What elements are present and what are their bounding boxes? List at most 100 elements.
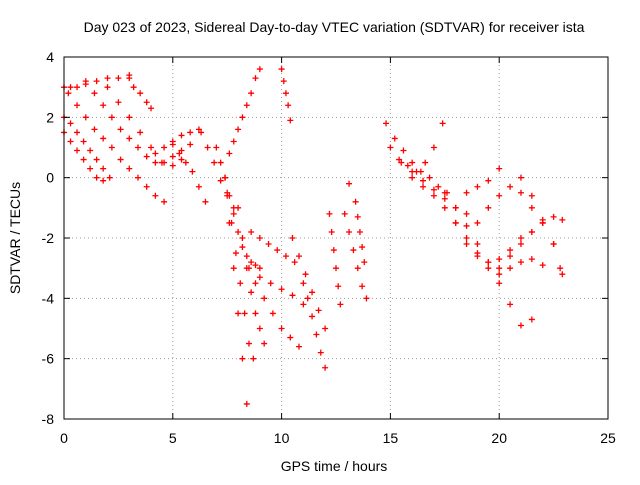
- data-point: [87, 165, 94, 172]
- data-point: [104, 84, 111, 91]
- data-point: [354, 265, 361, 272]
- data-point: [143, 183, 150, 190]
- data-point: [67, 84, 74, 91]
- data-point: [330, 247, 337, 254]
- data-point: [463, 222, 470, 229]
- data-point: [267, 280, 274, 287]
- data-point: [222, 174, 229, 181]
- data-point: [178, 147, 185, 154]
- data-point: [226, 192, 233, 199]
- data-point: [152, 192, 159, 199]
- data-point: [202, 198, 209, 205]
- grid: [64, 57, 608, 419]
- data-point: [387, 144, 394, 151]
- data-point: [195, 126, 202, 133]
- data-point: [317, 349, 324, 356]
- axis-ticks: [63, 56, 609, 420]
- y-tick-label: -6: [42, 351, 55, 367]
- data-point: [441, 204, 448, 211]
- data-point: [134, 174, 141, 181]
- data-point: [496, 165, 503, 172]
- data-point: [322, 325, 329, 332]
- data-point: [93, 156, 100, 163]
- data-point: [108, 144, 115, 151]
- data-point: [126, 75, 133, 82]
- data-point: [289, 292, 296, 299]
- data-point: [67, 120, 74, 127]
- data-point: [126, 114, 133, 121]
- data-point: [439, 120, 446, 127]
- data-point: [550, 213, 557, 220]
- data-point: [359, 283, 366, 290]
- data-point: [278, 66, 285, 73]
- data-point: [256, 265, 263, 272]
- data-point: [226, 150, 233, 157]
- data-point: [115, 99, 122, 106]
- data-point: [363, 295, 370, 302]
- data-point: [278, 325, 285, 332]
- data-point: [507, 253, 514, 260]
- data-point: [333, 265, 339, 272]
- data-point: [232, 250, 239, 257]
- data-point: [178, 156, 185, 163]
- data-point: [474, 219, 481, 226]
- data-point: [346, 228, 353, 235]
- data-point: [241, 310, 248, 317]
- data-point: [528, 256, 535, 263]
- y-tick-label: 4: [46, 49, 54, 65]
- data-point: [282, 90, 289, 97]
- x-tick-label: 20: [491, 430, 507, 446]
- data-point: [143, 99, 150, 106]
- data-point: [280, 78, 287, 85]
- data-point: [485, 265, 492, 272]
- y-tick-label: 2: [46, 109, 54, 125]
- data-point: [239, 244, 246, 251]
- data-point: [517, 174, 524, 181]
- data-point: [422, 159, 429, 166]
- data-point: [230, 138, 237, 145]
- data-point: [248, 228, 255, 235]
- data-point: [507, 265, 514, 272]
- data-point: [106, 174, 113, 181]
- data-point: [463, 235, 470, 241]
- data-point: [335, 283, 342, 290]
- data-point: [93, 78, 100, 85]
- data-point: [341, 210, 348, 217]
- data-point: [409, 168, 416, 175]
- data-point: [248, 289, 255, 296]
- data-point: [161, 144, 168, 151]
- data-point: [528, 204, 535, 211]
- data-point: [309, 313, 316, 320]
- data-point: [557, 265, 564, 272]
- data-point: [91, 90, 98, 97]
- data-point: [87, 147, 94, 154]
- data-point: [463, 210, 470, 217]
- data-point: [398, 159, 405, 166]
- data-point: [104, 75, 111, 82]
- data-point: [278, 286, 285, 293]
- data-point: [235, 126, 242, 133]
- data-point: [517, 241, 524, 248]
- data-point: [269, 310, 276, 317]
- data-point: [250, 355, 257, 362]
- x-tick-label: 15: [383, 430, 399, 446]
- data-point: [528, 228, 535, 235]
- x-tick-label: 0: [60, 430, 68, 446]
- data-point: [261, 295, 268, 302]
- data-point: [517, 235, 524, 241]
- data-point: [302, 271, 309, 278]
- data-point: [211, 159, 218, 166]
- data-point: [235, 310, 242, 317]
- data-point: [235, 204, 242, 211]
- data-point: [328, 228, 335, 235]
- data-point: [256, 325, 263, 332]
- tick-labels: 0 5 10 15 20 25 -8 -6 -4 -2 0 2 4: [42, 49, 616, 446]
- data-point: [507, 247, 514, 254]
- data-point: [430, 186, 437, 193]
- data-point: [117, 156, 124, 163]
- data-point: [130, 84, 137, 91]
- data-point: [420, 183, 427, 190]
- data-point: [230, 210, 237, 217]
- data-point: [217, 159, 224, 166]
- data-point: [148, 144, 155, 151]
